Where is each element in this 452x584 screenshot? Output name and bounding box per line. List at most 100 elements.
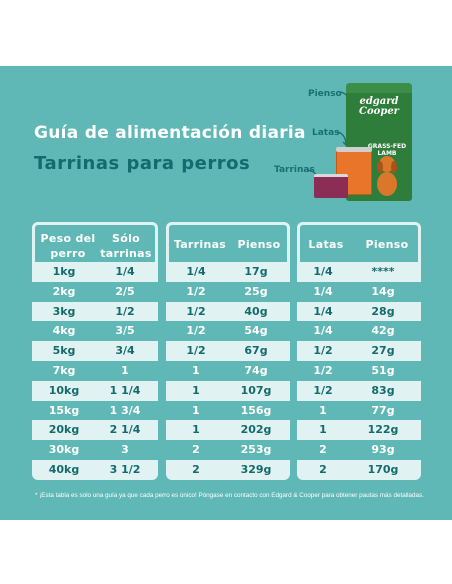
table-cell: 40g bbox=[244, 304, 268, 318]
table-cell: 3/5 bbox=[115, 324, 135, 338]
table-row: 1/2 54g bbox=[166, 321, 290, 342]
table-cell: 1 bbox=[192, 383, 200, 397]
table-cell: 1/2 bbox=[115, 304, 135, 318]
table-cell: 1/2 bbox=[186, 304, 206, 318]
table-row: 3kg 1/2 bbox=[32, 302, 158, 322]
table-cell: 1 bbox=[121, 364, 129, 377]
table-cell: 27g bbox=[371, 344, 395, 358]
table-row: 10kg 1 1/4 bbox=[32, 381, 158, 401]
table-cell: 1/2 bbox=[186, 324, 206, 338]
table-cell: 17g bbox=[244, 265, 268, 278]
table-cell: 54g bbox=[244, 324, 268, 338]
dog-icon bbox=[377, 156, 397, 196]
table-row: 2 253g bbox=[166, 440, 290, 460]
table-cell: 1 bbox=[192, 364, 200, 377]
table-cell: 170g bbox=[367, 463, 399, 476]
pienso-label: Pienso bbox=[308, 89, 342, 99]
table-cell: 3kg bbox=[52, 304, 76, 318]
table-cell: 1/4 bbox=[313, 304, 333, 318]
table-row: 1/2 83g bbox=[297, 381, 421, 401]
table-cell: 1/4 bbox=[313, 265, 333, 278]
table-cell: 1 3/4 bbox=[109, 403, 141, 417]
table-row: 1 156g bbox=[166, 400, 290, 421]
table-row: 2 93g bbox=[297, 440, 421, 460]
table-cell: 2 1/4 bbox=[109, 423, 141, 437]
header-peso: Peso del perro bbox=[40, 232, 96, 260]
table-cell: 1 bbox=[319, 423, 327, 437]
table-header: Latas Pienso bbox=[297, 222, 421, 262]
table-cell: 329g bbox=[240, 463, 272, 476]
table-row: 1kg 1/4 bbox=[32, 262, 158, 282]
table-row: 5kg 3/4 bbox=[32, 341, 158, 361]
table-row: 4kg 3/5 bbox=[32, 321, 158, 342]
table-cell: 83g bbox=[371, 383, 395, 397]
table-cell: 1/4 bbox=[313, 284, 333, 298]
table-cell: 107g bbox=[240, 383, 272, 397]
table-row: 1 74g bbox=[166, 361, 290, 381]
table-cell: 1kg bbox=[52, 265, 76, 278]
table-latas-pienso: Latas Pienso 1/4 **** 1/4 14g 1/4 28g 1/4 42g 1/… bbox=[297, 222, 421, 480]
wet-food-can bbox=[336, 147, 372, 195]
table-row: 1/4 42g bbox=[297, 321, 421, 342]
table-cell: 2 bbox=[192, 443, 200, 457]
table-cell: 1/4 bbox=[313, 324, 333, 338]
page-subtitle: Tarrinas para perros bbox=[34, 153, 251, 174]
table-cell: 1/2 bbox=[186, 284, 206, 298]
header-pienso: Pienso bbox=[237, 238, 281, 251]
kibble-bag: edgard Cooper GRASS-FED LAMB bbox=[346, 83, 412, 201]
table-row: 2 329g bbox=[166, 460, 290, 480]
header-pienso: Pienso bbox=[365, 238, 409, 251]
latas-label: Latas bbox=[312, 128, 340, 138]
table-header: Peso del perro Sólo tarrinas bbox=[32, 222, 158, 262]
table-row: 40kg 3 1/2 bbox=[32, 460, 158, 480]
table-row: 1 107g bbox=[166, 381, 290, 401]
table-cell: 4kg bbox=[52, 324, 76, 338]
food-tub bbox=[314, 174, 348, 198]
table-row: 1/2 25g bbox=[166, 281, 290, 302]
header-latas: Latas bbox=[308, 238, 344, 251]
footnote: * ¡Esta tabla es solo una guía ya que ca… bbox=[35, 492, 424, 499]
table-cell: 1/2 bbox=[313, 364, 333, 377]
table-row: 20kg 2 1/4 bbox=[32, 420, 158, 440]
table-cell: 51g bbox=[371, 364, 395, 377]
table-cell: 1 bbox=[192, 423, 200, 437]
table-row: 2kg 2/5 bbox=[32, 281, 158, 302]
bag-flavor: GRASS-FED LAMB bbox=[367, 143, 407, 157]
table-row: 1/4 **** bbox=[297, 262, 421, 282]
table-cell: 67g bbox=[244, 344, 268, 358]
table-cell: 1/4 bbox=[186, 265, 206, 278]
table-cell: 14g bbox=[371, 284, 395, 298]
header-solo-tarrinas: Sólo tarrinas bbox=[100, 232, 152, 260]
table-cell: 1/2 bbox=[186, 344, 206, 358]
table-row: 1 202g bbox=[166, 420, 290, 440]
table-cell: 2/5 bbox=[115, 284, 135, 298]
table-cell: 40kg bbox=[48, 463, 80, 476]
table-row: 1 77g bbox=[297, 400, 421, 421]
table-cell: 253g bbox=[240, 443, 272, 457]
table-cell: 202g bbox=[240, 423, 272, 437]
table-row: 1/4 28g bbox=[297, 302, 421, 322]
table-cell: 1/2 bbox=[313, 383, 333, 397]
table-row: 7kg 1 bbox=[32, 361, 158, 381]
table-row: 30kg 3 bbox=[32, 440, 158, 460]
table-weight-tarrinas: Peso del perro Sólo tarrinas 1kg 1/4 2kg 2/… bbox=[32, 222, 158, 480]
table-row: 1/2 67g bbox=[166, 341, 290, 361]
table-cell: 1/2 bbox=[313, 344, 333, 358]
table-cell: 42g bbox=[371, 324, 395, 338]
table-row: 15kg 1 3/4 bbox=[32, 400, 158, 421]
table-cell: 122g bbox=[367, 423, 399, 437]
table-row: 1/2 27g bbox=[297, 341, 421, 361]
bag-brand: edgard Cooper bbox=[359, 96, 399, 117]
table-cell: 30kg bbox=[48, 443, 80, 457]
table-cell: 74g bbox=[244, 364, 268, 377]
table-cell: 77g bbox=[371, 403, 395, 417]
table-row: 1/2 51g bbox=[297, 361, 421, 381]
table-row: 2 170g bbox=[297, 460, 421, 480]
tarrinas-label: Tarrinas bbox=[274, 165, 315, 175]
table-cell: 1 1/4 bbox=[109, 383, 141, 397]
table-tarrinas-pienso: Tarrinas Pienso 1/4 17g 1/2 25g 1/2 40g 1/2 54g… bbox=[166, 222, 290, 480]
table-row: 1/4 14g bbox=[297, 281, 421, 302]
table-cell: 93g bbox=[371, 443, 395, 457]
table-cell: 2 bbox=[319, 463, 327, 476]
bag-top bbox=[346, 83, 412, 93]
